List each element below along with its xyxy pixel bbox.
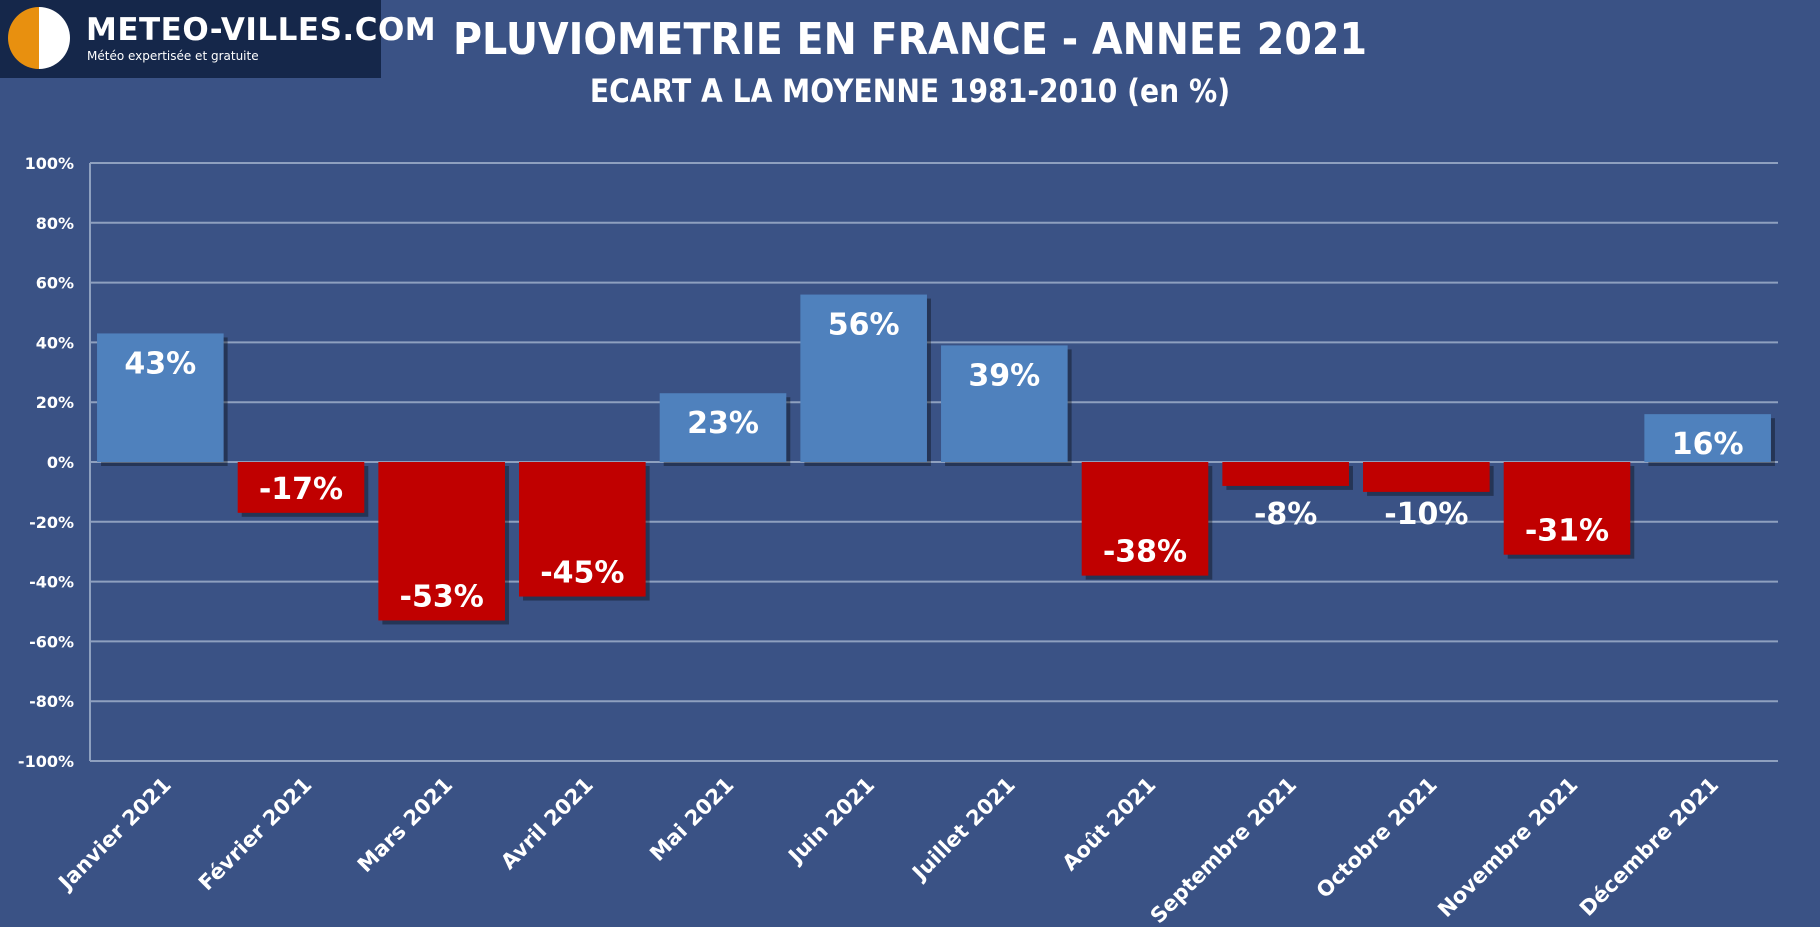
bar bbox=[519, 462, 646, 597]
y-tick-label: 100% bbox=[25, 154, 74, 173]
data-label: -45% bbox=[540, 556, 624, 591]
x-tick-label: Août 2021 bbox=[1058, 773, 1161, 876]
x-tick-label: Juillet 2021 bbox=[906, 773, 1019, 886]
data-label: -53% bbox=[400, 579, 484, 614]
data-label: 23% bbox=[687, 406, 759, 441]
logo-tagline: Météo expertisée et gratuite bbox=[87, 49, 259, 63]
x-tick-label: Février 2021 bbox=[194, 773, 317, 896]
x-tick-label: Mars 2021 bbox=[353, 773, 457, 877]
y-tick-label: 80% bbox=[36, 214, 74, 233]
bar bbox=[1644, 414, 1771, 462]
bar bbox=[1363, 462, 1490, 492]
chart-title: PLUVIOMETRIE EN FRANCE - ANNEE 2021 bbox=[452, 14, 1368, 65]
data-label: -38% bbox=[1103, 535, 1187, 570]
x-tick-label: Novembre 2021 bbox=[1433, 773, 1582, 922]
x-tick-label: Avril 2021 bbox=[496, 773, 598, 875]
data-label: 43% bbox=[124, 346, 196, 381]
y-tick-label: -20% bbox=[29, 513, 74, 532]
y-tick-label: -40% bbox=[29, 573, 74, 592]
x-tick-label: Mai 2021 bbox=[645, 773, 738, 866]
bar bbox=[1081, 462, 1209, 576]
y-tick-label: -100% bbox=[18, 752, 74, 771]
y-tick-label: 0% bbox=[47, 453, 74, 472]
y-tick-label: 40% bbox=[36, 333, 74, 352]
x-tick-label: Janvier 2021 bbox=[53, 773, 176, 896]
data-label: 16% bbox=[1672, 427, 1744, 462]
bar bbox=[97, 333, 224, 462]
x-tick-label: Octobre 2021 bbox=[1312, 773, 1442, 903]
data-label: 39% bbox=[968, 358, 1040, 393]
data-label: -10% bbox=[1384, 497, 1468, 532]
x-tick-label: Septembre 2021 bbox=[1146, 773, 1302, 927]
site-logo[interactable]: METEO-VILLES.COM Météo expertisée et gra… bbox=[0, 0, 436, 78]
y-tick-label: -60% bbox=[29, 632, 74, 651]
x-tick-label: Décembre 2021 bbox=[1575, 773, 1723, 921]
bar bbox=[378, 462, 505, 621]
bar bbox=[1222, 462, 1349, 486]
y-tick-label: 20% bbox=[36, 393, 74, 412]
bar bbox=[1503, 462, 1631, 555]
bar bbox=[941, 345, 1068, 462]
data-label: -31% bbox=[1525, 514, 1609, 549]
bar bbox=[237, 462, 365, 513]
chart-subtitle: ECART A LA MOYENNE 1981-2010 (en %) bbox=[589, 72, 1231, 110]
y-tick-label: 60% bbox=[36, 274, 74, 293]
logo-title: METEO-VILLES.COM bbox=[86, 12, 437, 48]
bar bbox=[659, 393, 787, 462]
sun-logo-icon bbox=[8, 7, 70, 69]
bar bbox=[800, 294, 927, 462]
data-label: -8% bbox=[1254, 497, 1317, 532]
data-label: -17% bbox=[259, 472, 343, 507]
data-label: 56% bbox=[828, 308, 900, 343]
y-tick-label: -80% bbox=[29, 692, 74, 711]
x-tick-label: Juin 2021 bbox=[783, 773, 880, 870]
